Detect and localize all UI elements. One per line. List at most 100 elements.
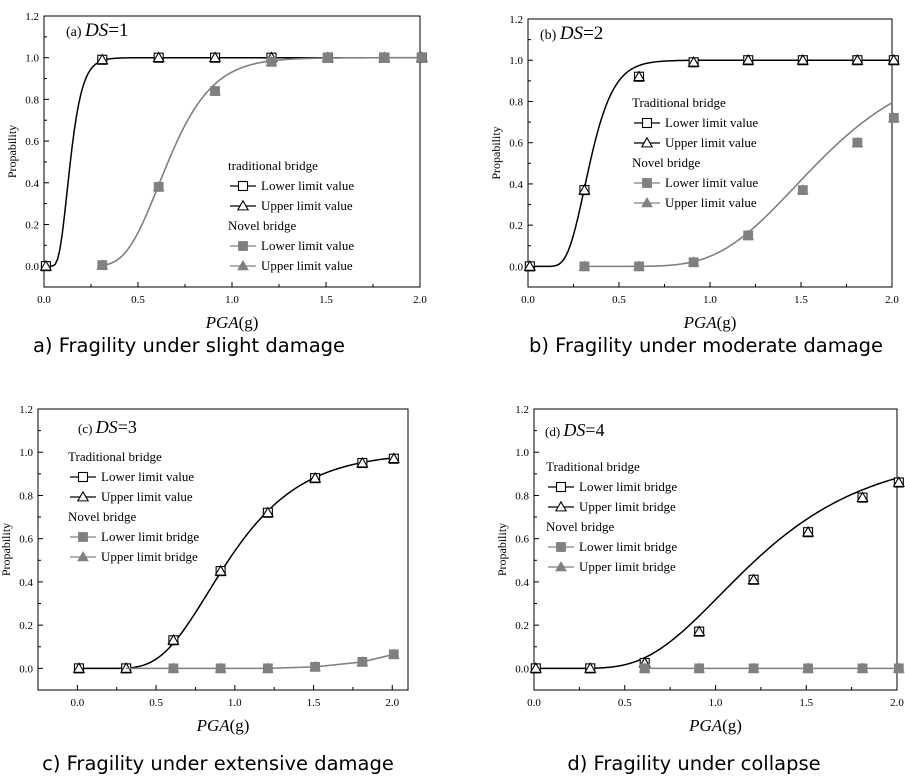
- legend-item-label: Lower limit bridge: [579, 479, 677, 494]
- y-tick-label: 1.2: [509, 14, 523, 26]
- x-tick-label: 1.0: [225, 294, 239, 306]
- y-tick-label: 1.2: [25, 11, 39, 23]
- legend-item-label: Upper limit bridge: [101, 549, 198, 564]
- x-tick-label: 1.5: [307, 697, 321, 709]
- y-tick-label: 0.6: [509, 138, 523, 150]
- legend-marker-square: [239, 182, 248, 191]
- x-tick-label: 1.0: [228, 697, 242, 709]
- legend-marker-square: [239, 242, 248, 251]
- legend-item-label: Lower limit value: [261, 238, 354, 253]
- y-tick-label: 0.2: [25, 219, 39, 231]
- legend-item-label: Upper limit value: [665, 195, 757, 210]
- legend: Traditional bridge Lower limit bridge Uppe…: [546, 459, 677, 574]
- legend-group-title: Novel bridge: [68, 509, 136, 524]
- y-tick-label: 0.8: [515, 490, 529, 502]
- x-axis-label: PGA(g): [205, 313, 259, 332]
- legend-item-label: Upper limit value: [261, 258, 353, 273]
- x-axis-label: PGA(g): [683, 313, 737, 332]
- legend: Traditional bridge Lower limit value Upper…: [632, 95, 758, 210]
- x-tick-label: 0.5: [131, 294, 145, 306]
- legend-marker-square: [79, 473, 88, 482]
- y-tick-label: 0.2: [509, 220, 523, 232]
- x-tick-label: 1.5: [799, 697, 813, 709]
- panel-caption: c) Fragility under extensive damage: [42, 752, 394, 775]
- y-tick-label: 1.0: [515, 447, 529, 459]
- panel-a-slight-damage: 0.00.20.40.60.81.01.20.0 0.5 1.0 1.5 2.0Prop…: [5, 11, 427, 357]
- y-tick-label: 0.2: [19, 620, 33, 632]
- legend-group-title: traditional bridge: [228, 158, 318, 173]
- traditional-series-line: [530, 60, 894, 266]
- legend-item-label: Lower limit value: [101, 469, 194, 484]
- y-tick-label: 0.0: [25, 261, 39, 273]
- panel-label: (b) DS=2: [540, 23, 603, 44]
- legend-group-title: Traditional bridge: [546, 459, 640, 474]
- y-tick-label: 1.0: [19, 447, 33, 459]
- x-tick-label: 2.0: [413, 294, 427, 306]
- novel-series-line: [126, 654, 394, 668]
- legend-item-label: Lower limit bridge: [579, 539, 677, 554]
- y-tick-label: 0.0: [515, 663, 529, 675]
- legend-item-label: Upper limit value: [101, 489, 193, 504]
- legend: Traditional bridge Lower limit value Upper…: [68, 449, 199, 564]
- y-axis-label: Propability: [5, 125, 19, 178]
- x-tick-label: 0.0: [70, 697, 84, 709]
- y-tick-label: 0.2: [515, 620, 529, 632]
- x-tick-label: 1.5: [794, 294, 808, 306]
- panel-caption: a) Fragility under slight damage: [33, 334, 345, 357]
- legend-item-label: Lower limit value: [261, 178, 354, 193]
- x-axis-label: PGA(g): [688, 716, 742, 735]
- x-tick-label: 2.0: [385, 697, 399, 709]
- x-tick-label: 2.0: [890, 697, 904, 709]
- y-tick-label: 1.0: [509, 55, 523, 67]
- legend-item-label: Lower limit value: [665, 175, 758, 190]
- x-tick-label: 0.5: [149, 697, 163, 709]
- legend-group-title: Traditional bridge: [68, 449, 162, 464]
- legend-marker-square: [643, 179, 652, 188]
- y-tick-label: 0.0: [19, 663, 33, 675]
- legend-item-label: Upper limit bridge: [579, 559, 676, 574]
- legend-item-label: Upper limit bridge: [579, 499, 676, 514]
- legend-item-label: Lower limit value: [665, 115, 758, 130]
- legend: traditional bridge Lower limit value Upper…: [228, 158, 354, 273]
- x-tick-label: 0.5: [612, 294, 626, 306]
- legend-marker-square: [643, 119, 652, 128]
- y-tick-label: 0.6: [25, 136, 39, 148]
- y-tick-label: 0.6: [19, 534, 33, 546]
- legend-item-label: Lower limit bridge: [101, 529, 199, 544]
- panel-label: (c) DS=3: [78, 417, 137, 437]
- panel-d-collapse: 0.0 0.2 0.4 0.6 0.8 1.0 1.2 0.0 0.5 1.0 1.5 2.0 Prop…: [495, 404, 904, 775]
- y-tick-label: 0.4: [515, 577, 529, 589]
- legend-marker-square: [557, 543, 566, 552]
- y-tick-label: 0.4: [509, 179, 523, 191]
- legend-group-title: Novel bridge: [546, 519, 614, 534]
- y-tick-label: 1.0: [25, 53, 39, 65]
- x-tick-label: 2.0: [885, 294, 899, 306]
- y-tick-label: 0.0: [509, 261, 523, 273]
- x-tick-label: 0.0: [37, 294, 51, 306]
- y-axis-label: Propability: [489, 126, 503, 179]
- y-axis-label: Propability: [495, 523, 509, 576]
- y-tick-label: 0.6: [515, 534, 529, 546]
- y-tick-label: 1.2: [19, 404, 33, 416]
- panel-c-extensive-damage: 0.0 0.2 0.4 0.6 0.8 1.0 1.2 0.0 0.5 1.0 1.5 2.0 Prop…: [0, 404, 408, 775]
- legend-group-title: Novel bridge: [228, 218, 296, 233]
- y-axis-label: Propability: [0, 523, 13, 576]
- x-axis-label: PGA(g): [196, 716, 250, 735]
- x-tick-label: 1.0: [709, 697, 723, 709]
- legend-item-label: Upper limit value: [261, 198, 353, 213]
- plot-frame: [528, 19, 892, 287]
- y-tick-label: 0.4: [19, 577, 33, 589]
- y-tick-label: 0.8: [509, 96, 523, 108]
- panel-b-moderate-damage: 0.0 0.2 0.4 0.6 0.8 1.0 1.2 0.0 0.5 1.0 1.5 2.0 Prop…: [489, 14, 899, 357]
- panel-caption: b) Fragility under moderate damage: [529, 334, 883, 357]
- x-tick-label: 1.5: [319, 294, 333, 306]
- panel-label: (a) DS=1: [66, 20, 129, 41]
- y-tick-label: 1.2: [515, 404, 529, 416]
- y-tick-label: 0.8: [25, 94, 39, 106]
- x-tick-label: 0.5: [618, 697, 632, 709]
- legend-marker-square: [557, 483, 566, 492]
- y-tick-label: 0.8: [19, 490, 33, 502]
- legend-item-label: Upper limit value: [665, 135, 757, 150]
- x-tick-label: 1.0: [703, 294, 717, 306]
- x-tick-label: 0.0: [521, 294, 535, 306]
